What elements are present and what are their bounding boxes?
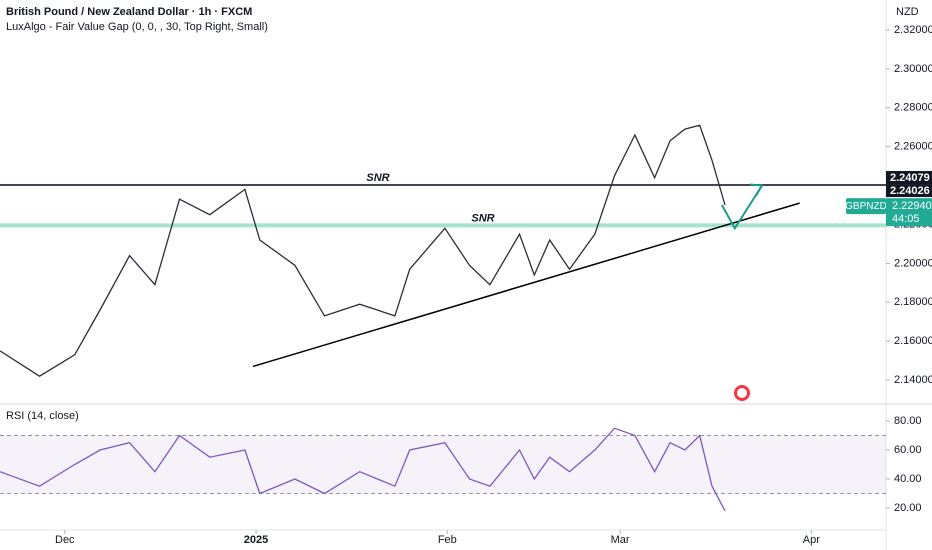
indicator-label: LuxAlgo - Fair Value Gap (0, 0, , 30, To… <box>6 21 268 33</box>
projection-arrow <box>721 185 763 231</box>
price-tag <box>886 184 932 198</box>
chart-title: British Pound / New Zealand Dollar · 1h … <box>6 6 252 18</box>
y-tick-label: 2.30000 <box>894 63 932 75</box>
symbol-tag-label: GBPNZD <box>845 201 887 212</box>
event-icon-inner <box>737 388 747 398</box>
currency: NZD <box>896 6 919 18</box>
arrow-head <box>749 183 764 197</box>
x-tick-label: Feb <box>438 534 457 546</box>
x-tick-label: Apr <box>803 534 820 546</box>
price-tag <box>886 171 932 185</box>
y-tick-label: 40.00 <box>894 473 922 485</box>
price-tag-label: 2.24026 <box>890 185 930 197</box>
y-tick-label: 2.20000 <box>894 257 932 269</box>
rsi-title: RSI (14, close) <box>6 410 79 422</box>
y-tick-label: 80.00 <box>894 415 922 427</box>
y-tick-label: 2.28000 <box>894 102 932 114</box>
price-tag-label: 2.24079 <box>890 172 930 184</box>
y-tick-label: 2.18000 <box>894 296 932 308</box>
y-tick-label: 60.00 <box>894 444 922 456</box>
series-line <box>0 124 726 377</box>
x-tick-label: Dec <box>55 534 75 546</box>
countdown: 44:05 <box>892 213 920 225</box>
y-tick-label: 2.14000 <box>894 374 932 386</box>
y-tick-label: 2.16000 <box>894 335 932 347</box>
x-tick-label: 2025 <box>244 534 268 546</box>
y-tick-label: 20.00 <box>894 502 922 514</box>
snr-label: SNR <box>366 172 389 184</box>
x-tick-label: Mar <box>611 534 630 546</box>
snr-label: SNR <box>471 212 494 224</box>
y-tick-label: 2.26000 <box>894 141 932 153</box>
series-line <box>0 427 726 512</box>
rsi-band <box>0 435 886 494</box>
symbol-tag <box>846 198 886 215</box>
trendline <box>252 202 800 368</box>
price-tag-label: 2.22940 <box>892 200 932 212</box>
y-tick-label: 2.32000 <box>894 24 932 36</box>
price-tag <box>886 198 932 227</box>
